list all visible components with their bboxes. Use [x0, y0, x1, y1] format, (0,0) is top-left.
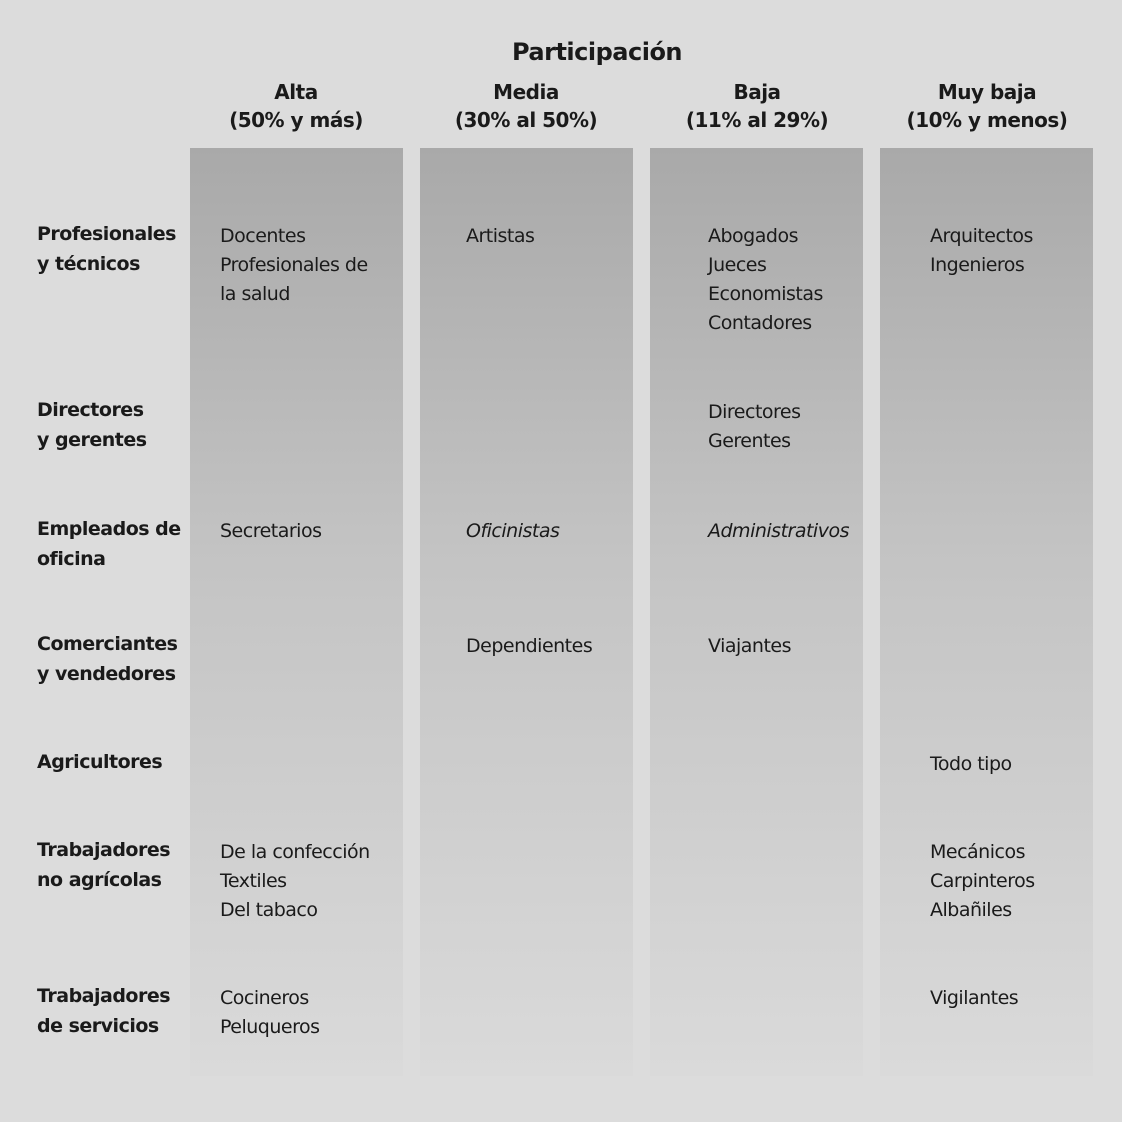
row-label: y técnicos — [37, 253, 140, 275]
column-name: Alta — [274, 80, 318, 104]
column-name: Media — [493, 80, 559, 104]
row-label: Comerciantes — [37, 633, 178, 655]
cell-text: Abogados — [708, 225, 798, 247]
column-range: (10% y menos) — [906, 108, 1068, 132]
cell-text: Textiles — [220, 870, 287, 892]
column-background — [650, 148, 863, 1076]
cell-text: Economistas — [708, 283, 823, 305]
row-label: de servicios — [37, 1015, 159, 1037]
column-name: Baja — [733, 80, 781, 104]
cell-text: Ingenieros — [930, 254, 1025, 276]
cell-text: Peluqueros — [220, 1016, 320, 1038]
cell-text: Gerentes — [708, 430, 791, 452]
cell-text: Directores — [708, 401, 801, 423]
cell-text: Carpinteros — [930, 870, 1035, 892]
cell-text: Vigilantes — [930, 987, 1019, 1009]
row-label: oficina — [37, 548, 106, 570]
cell-text: Dependientes — [466, 635, 593, 657]
row-label: no agrícolas — [37, 869, 162, 891]
column-background — [420, 148, 633, 1076]
row-label: Agricultores — [37, 751, 163, 773]
row-label: Trabajadores — [37, 985, 171, 1007]
row-label: Empleados de — [37, 518, 181, 540]
cell-text: Artistas — [466, 225, 535, 247]
cell-text: Contadores — [708, 312, 812, 334]
cell-text: Albañiles — [930, 899, 1012, 921]
column-name: Muy baja — [937, 80, 1037, 104]
row-label: y vendedores — [37, 663, 176, 685]
column-range: (30% al 50%) — [454, 108, 598, 132]
cell-text: Oficinistas — [466, 520, 560, 542]
column-range: (11% al 29%) — [685, 108, 829, 132]
cell-text: Docentes — [220, 225, 306, 247]
cell-text: De la confección — [220, 841, 370, 863]
title: Participación — [511, 38, 683, 66]
cell-text: Secretarios — [220, 520, 322, 542]
cell-text: Arquitectos — [930, 225, 1033, 247]
row-label: Trabajadores — [37, 839, 171, 861]
column-background — [880, 148, 1093, 1076]
row-label: Profesionales — [37, 223, 176, 245]
column-range: (50% y más) — [229, 108, 363, 132]
cell-text: Profesionales de — [220, 254, 368, 276]
row-label: Directores — [37, 399, 144, 421]
cell-text: Viajantes — [708, 635, 792, 657]
cell-text: Jueces — [708, 254, 767, 276]
cell-text: Mecánicos — [930, 841, 1025, 863]
cell-text: Cocineros — [220, 987, 309, 1009]
cell-text: Del tabaco — [220, 899, 318, 921]
cell-text: Todo tipo — [930, 753, 1012, 775]
cell-text: la salud — [220, 283, 290, 305]
column-background — [190, 148, 403, 1076]
cell-text: Administrativos — [708, 520, 849, 542]
row-label: y gerentes — [37, 429, 147, 451]
